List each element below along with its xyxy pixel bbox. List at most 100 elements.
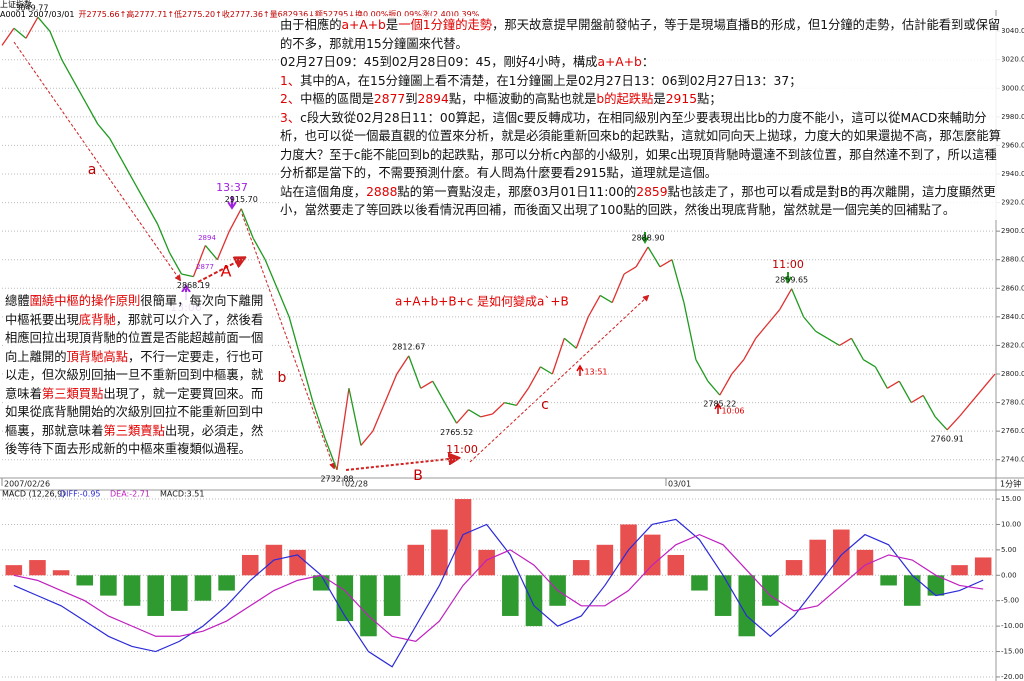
price-segment — [815, 330, 828, 339]
x-tick-label: 02/28 — [345, 480, 368, 489]
price-segment — [204, 245, 218, 261]
price-segment — [300, 359, 314, 403]
paragraph: 02月27日09：45到02月28日09：45，剛好4小時，構成a+A+b： — [280, 53, 1002, 72]
legend-entry: DEA:-2.71 — [110, 490, 150, 499]
paragraph: 總體圍繞中樞的操作原則很簡單，每次向下離開中樞衹要出現底背馳，那就可以介入了，然… — [5, 292, 271, 459]
price-segment — [85, 102, 99, 125]
y-tick-label: 10.00 — [1001, 520, 1021, 528]
annotation: A — [221, 262, 232, 281]
price-segment — [372, 402, 386, 432]
text-run: 02月27日09：45到02月28日09：45，剛好4小時，構成 — [280, 55, 598, 69]
price-segment — [252, 237, 266, 261]
x-tick-label: 03/01 — [668, 480, 691, 489]
highlight-run: 頂背馳高點 — [66, 349, 129, 364]
annotation: c — [541, 397, 549, 413]
histogram-bar — [100, 575, 117, 596]
histogram-bar — [643, 534, 661, 576]
paragraph: 3、c段大致從02月28日11：00算起，這個c要反轉成功，在相同級別內至少要表… — [280, 109, 1002, 183]
price-segment — [420, 380, 434, 389]
header-text: 上证指数 — [0, 0, 32, 9]
chart-title: MACD (12,26,9) — [2, 490, 65, 499]
price-segment — [192, 245, 206, 277]
price-segment — [168, 252, 183, 275]
price-segment — [731, 359, 745, 375]
price-segment — [922, 395, 936, 418]
price-segment — [49, 30, 63, 60]
highlight-run: 3、 — [280, 110, 301, 125]
price-segment — [480, 413, 493, 418]
price-segment — [575, 316, 589, 349]
price-segment — [755, 323, 769, 339]
highlight-run: a+A+b — [341, 18, 386, 32]
annotation: 2877 — [196, 263, 214, 271]
price-segment — [25, 16, 39, 39]
price-segment — [492, 402, 505, 415]
price-segment — [456, 409, 470, 424]
histogram-bar — [833, 529, 850, 576]
price-segment — [839, 337, 852, 346]
price-segment — [671, 259, 685, 303]
text-run: 點，中樞波動的高點也就是 — [448, 92, 597, 106]
text-run: ，不行一定要走，行也可以走，但次級別回抽一旦不重新回到中樞裏，就意味着 — [5, 349, 264, 401]
price-segment — [37, 16, 51, 32]
price-segment — [504, 401, 517, 407]
price-segment — [898, 380, 912, 403]
price-segment — [803, 316, 817, 332]
price-segment — [1, 27, 15, 46]
price-segment — [683, 302, 697, 360]
value-label: 2765.52 — [440, 428, 473, 437]
price-segment — [719, 373, 733, 396]
value-label: 2760.91 — [931, 434, 964, 443]
annotation: 13:37 — [216, 181, 248, 194]
price-segment — [468, 409, 481, 418]
price-segment — [970, 387, 984, 403]
price-segment — [408, 355, 422, 389]
price-segment — [587, 295, 601, 318]
price-segment — [444, 402, 458, 424]
text-run: c段大致從02月28日11：00算起，這個c要反轉成功，在相同級別內至少要表現出… — [280, 110, 1002, 181]
y-tick-label: 15.00 — [1001, 495, 1021, 503]
value-label: 2785.22 — [703, 400, 736, 409]
histogram-bar — [762, 575, 779, 606]
y-tick-label: 5.00 — [1001, 546, 1017, 554]
price-segment — [779, 288, 793, 311]
histogram-bar — [171, 575, 188, 611]
price-segment — [850, 337, 864, 361]
macd-line — [13, 533, 984, 643]
histogram-bar — [502, 575, 519, 616]
price-segment — [527, 366, 541, 389]
histogram-bar — [52, 570, 70, 576]
price-segment — [874, 366, 888, 389]
y-tick-label: 2960.00 — [1001, 141, 1024, 149]
value-label: 2812.67 — [392, 342, 425, 351]
text-run: 到 — [405, 92, 418, 106]
price-segment — [61, 59, 75, 82]
histogram-bar — [974, 557, 992, 576]
paragraph: 站在這個角度，2888點的第一賣點沒走，那麼03月01日11:00的2859點也… — [280, 183, 1002, 220]
paragraph: 由于相應的a+A+b是一個1分鐘的走勢，那天故意提早開盤前發帖子，等于是現場直播… — [280, 16, 1002, 53]
text-run: 站在這個角度， — [280, 184, 367, 199]
price-segment — [827, 337, 840, 346]
price-segment — [384, 373, 398, 403]
histogram-bar — [903, 575, 921, 606]
price-segment — [707, 380, 721, 396]
price-segment — [695, 359, 709, 382]
histogram-bar — [312, 575, 330, 591]
y-tick-label: 3040.00 — [1001, 27, 1024, 35]
histogram-bar — [241, 554, 259, 576]
text-run: ，那天故意提早開盤前發帖子，等于是現場直播B的形成，但1分鐘的走勢，估計能看到或… — [280, 18, 1001, 51]
y-tick-label: 2880.00 — [1001, 256, 1024, 264]
y-tick-label: 2940.00 — [1001, 170, 1024, 178]
histogram-bar — [667, 554, 685, 576]
price-segment — [659, 259, 673, 268]
histogram-bar — [336, 575, 354, 622]
y-tick-label: 2860.00 — [1001, 284, 1024, 292]
histogram-bar — [29, 560, 46, 576]
histogram-bar — [383, 575, 401, 616]
price-segment — [181, 273, 194, 278]
text-run: 點； — [697, 92, 722, 106]
price-segment — [348, 388, 362, 446]
value-label: 2859.65 — [775, 275, 808, 284]
text-run: 出現了，就一定要買回來。而如果從底背馳開始的次級別回拉不能重新回到中樞裏，那就意… — [5, 386, 264, 438]
histogram-bar — [5, 565, 23, 576]
